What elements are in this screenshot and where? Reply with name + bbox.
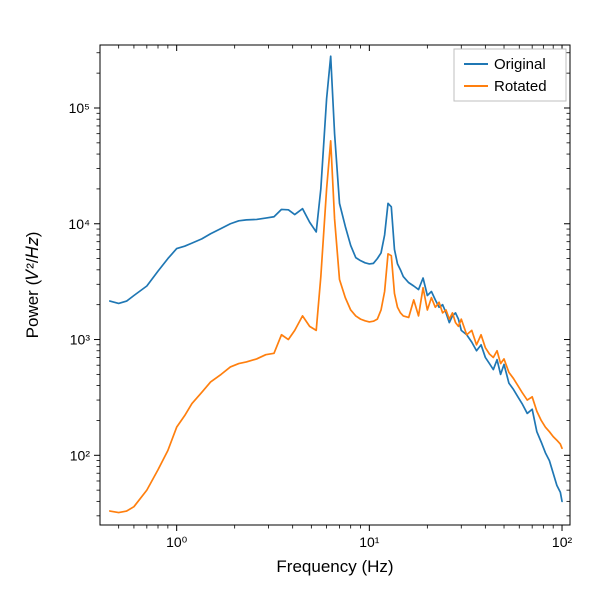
svg-text:10³: 10³: [70, 332, 91, 348]
svg-text:10⁴: 10⁴: [68, 216, 90, 232]
svg-text:10¹: 10¹: [359, 534, 380, 550]
svg-text:Frequency (Hz): Frequency (Hz): [276, 557, 393, 576]
svg-text:10⁵: 10⁵: [69, 100, 90, 116]
legend-label-original: Original: [494, 56, 546, 73]
svg-text:10⁰: 10⁰: [166, 534, 188, 550]
psd-chart: 10⁰ 10¹ 10² 10² 10³ 10⁴ 10⁵ Frequency (Hz) Power…: [0, 0, 600, 600]
svg-text:10²: 10²: [70, 447, 91, 463]
legend-label-rotated: Rotated: [494, 78, 547, 95]
svg-text:10²: 10²: [552, 534, 573, 550]
svg-text:Power (𝑉²/𝐻𝑧): Power (𝑉²/𝐻𝑧): [23, 232, 42, 339]
